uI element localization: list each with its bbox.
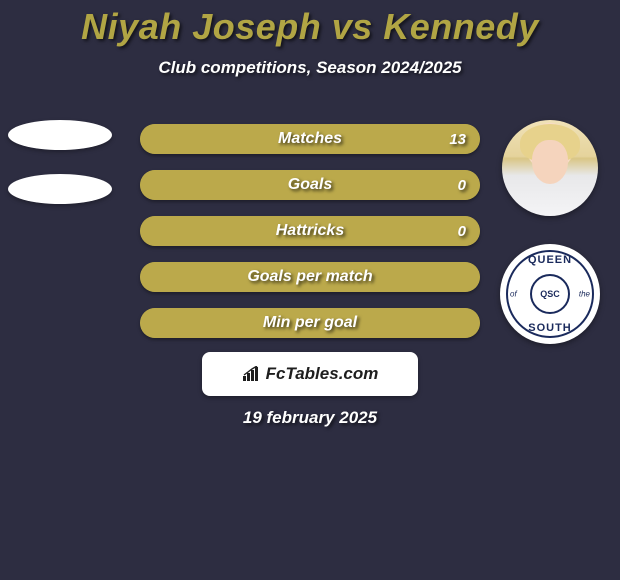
bar-chart-icon	[242, 366, 262, 382]
stat-value-right: 0	[458, 170, 466, 200]
page-subtitle: Club competitions, Season 2024/2025	[0, 58, 620, 78]
player-left	[8, 120, 112, 228]
player-right-crest: QUEEN SOUTH of the QSC	[500, 244, 600, 344]
stat-label: Min per goal	[140, 308, 480, 338]
stat-bar: Min per goal	[140, 308, 480, 338]
footer-date: 19 february 2025	[0, 408, 620, 428]
crest-side-left: of	[510, 290, 517, 299]
stat-label: Goals	[140, 170, 480, 200]
stat-value-right: 13	[449, 124, 466, 154]
stat-label: Hattricks	[140, 216, 480, 246]
stat-bar: Matches13	[140, 124, 480, 154]
stat-bar: Goals per match	[140, 262, 480, 292]
player-left-crest-placeholder	[8, 174, 112, 204]
brand-text: FcTables.com	[266, 364, 379, 384]
crest-center: QSC	[530, 274, 570, 314]
crest-bottom-text: SOUTH	[500, 322, 600, 334]
comparison-card: Niyah Joseph vs Kennedy Club competition…	[0, 0, 620, 580]
crest-side-right: the	[579, 290, 590, 299]
player-left-photo-placeholder	[8, 120, 112, 150]
stat-bar: Hattricks0	[140, 216, 480, 246]
crest-top-text: QUEEN	[500, 254, 600, 266]
player-right-photo	[502, 120, 598, 216]
stat-bar: Goals0	[140, 170, 480, 200]
player-right: QUEEN SOUTH of the QSC	[500, 120, 600, 344]
stat-label: Goals per match	[140, 262, 480, 292]
stat-value-right: 0	[458, 216, 466, 246]
brand-badge[interactable]: FcTables.com	[202, 352, 418, 396]
stat-bars: Matches13Goals0Hattricks0Goals per match…	[140, 124, 480, 354]
page-title: Niyah Joseph vs Kennedy	[0, 0, 620, 48]
stat-label: Matches	[140, 124, 480, 154]
